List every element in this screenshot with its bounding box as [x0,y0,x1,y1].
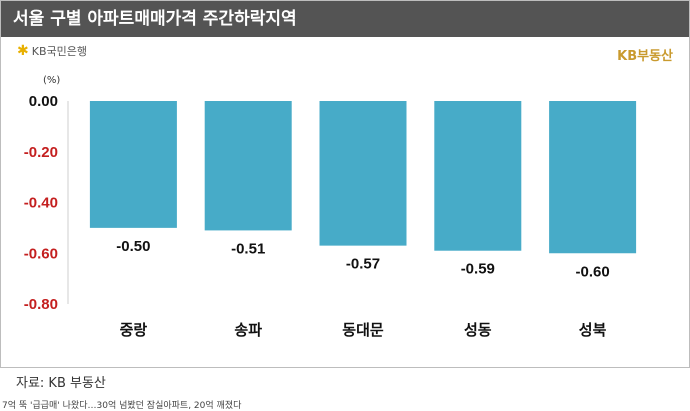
kb-star-icon: ✱ [17,43,29,59]
y-tick-label: -0.40 [24,195,58,212]
bar [319,101,407,246]
kb-brand-label: KB부동산 [617,49,673,64]
bar-value-label: -0.59 [461,261,495,278]
bar [549,101,637,254]
bar-chart: 0.00 -0.20 -0.40 -0.60 -0.80 -0.50 중랑 -0.51 송파 -0… [24,93,637,339]
bar-value-label: -0.50 [116,238,150,255]
chart-title: 서울 구별 아파트매매가격 주간하락지역 [1,1,689,37]
bar [434,101,522,251]
bar [89,101,177,228]
article-caption: 7억 뚝 '급급매' 나왔다…30억 넘봤던 잠실아파트, 20억 깨졌다 [2,401,242,411]
x-category-label: 성북 [579,321,607,339]
x-category-label: 동대문 [342,321,384,339]
x-category-label: 송파 [234,321,262,339]
kb-bank-logo-text: KB국민은행 [31,45,87,58]
bar-value-label: -0.60 [575,263,609,280]
y-tick-label: 0.00 [29,93,58,110]
bar-value-label: -0.57 [346,256,380,273]
x-category-label: 중랑 [120,321,148,339]
y-tick-label: -0.60 [24,245,58,262]
bar [204,101,292,231]
x-category-label: 성동 [464,321,492,339]
y-tick-label: -0.80 [24,296,58,313]
y-axis-unit: (%) [43,75,61,86]
source-note: 자료: KB 부동산 [16,376,106,391]
kb-bank-logo: ✱ KB국민은행 [17,43,87,59]
y-tick-label: -0.20 [24,144,58,161]
bar-value-label: -0.51 [231,240,265,257]
